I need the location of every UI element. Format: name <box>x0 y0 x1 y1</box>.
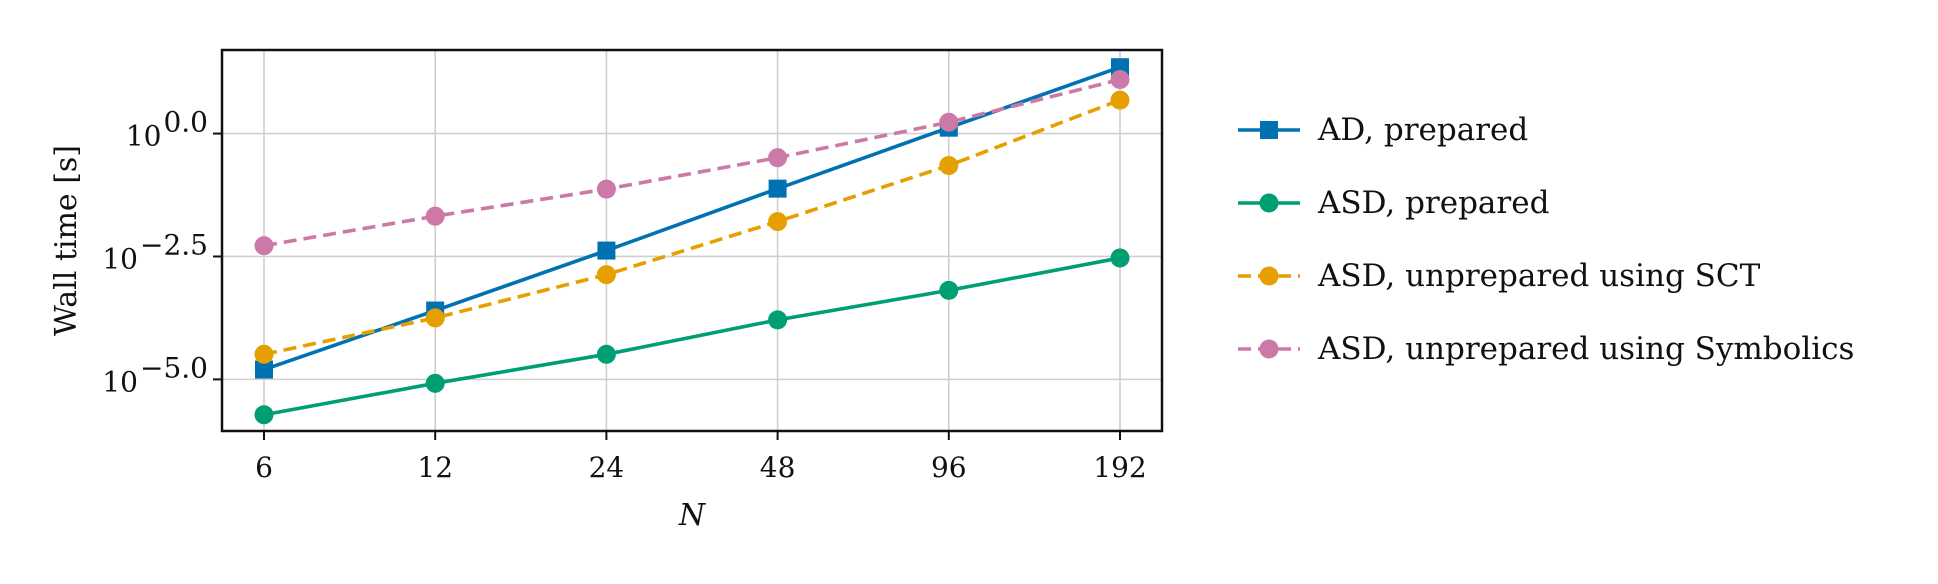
legend-item: ASD, unprepared using Symbolics <box>1238 331 1854 367</box>
data-point <box>425 373 445 393</box>
data-point <box>939 280 959 300</box>
y-tick-base: 10 <box>102 365 138 398</box>
y-tick-base: 10 <box>102 242 138 275</box>
data-point <box>768 310 788 330</box>
data-point <box>768 148 788 168</box>
legend-label: ASD, unprepared using SCT <box>1317 258 1761 294</box>
legend-swatch-marker <box>1259 266 1279 286</box>
y-tick-label: −2.510 <box>102 228 208 275</box>
data-point <box>596 179 616 199</box>
data-point <box>254 236 274 256</box>
y-tick-label: 0.010 <box>126 106 208 153</box>
series-layer <box>254 58 1130 425</box>
x-tick-label: 48 <box>760 451 796 484</box>
data-point <box>254 405 274 425</box>
data-point <box>768 212 788 232</box>
data-point <box>768 179 787 198</box>
series-line <box>263 98 1121 357</box>
legend-item: ASD, unprepared using SCT <box>1238 258 1761 294</box>
data-point <box>597 241 616 260</box>
y-axis-label: Wall time [s] <box>49 145 84 336</box>
grid <box>222 50 1162 431</box>
data-point <box>425 206 445 226</box>
series-2 <box>254 90 1130 364</box>
y-tick-label: −5.010 <box>102 351 208 398</box>
legend-swatch-marker <box>1259 339 1279 359</box>
data-point <box>939 156 959 176</box>
plot-frame <box>220 48 1164 433</box>
series-1 <box>254 248 1130 425</box>
legend: AD, prepared ASD, prepared ASD, unprepared… <box>1238 112 1854 367</box>
data-point <box>254 344 274 364</box>
legend-swatch-marker <box>1259 193 1279 213</box>
x-ticks: 6 12 24 48 96 192 <box>255 431 1147 484</box>
series-line <box>263 77 1121 248</box>
series-line <box>263 256 1121 417</box>
data-point <box>1110 248 1130 268</box>
x-axis-label: N <box>678 498 707 533</box>
data-point <box>596 344 616 364</box>
series-0 <box>255 58 1129 379</box>
data-point <box>1110 90 1130 110</box>
y-ticks: 0.010−2.510−5.010 <box>102 106 222 398</box>
x-tick-label: 6 <box>255 451 273 484</box>
data-point <box>425 308 445 328</box>
legend-label: ASD, prepared <box>1317 185 1549 221</box>
data-point <box>1110 69 1130 89</box>
legend-swatch-marker <box>1260 121 1278 139</box>
data-point <box>939 112 959 132</box>
legend-item: AD, prepared <box>1238 112 1528 148</box>
series-3 <box>254 69 1130 256</box>
legend-label: ASD, unprepared using Symbolics <box>1317 331 1854 367</box>
x-tick-label: 12 <box>417 451 453 484</box>
x-tick-label: 192 <box>1093 451 1146 484</box>
y-tick-base: 10 <box>126 120 162 153</box>
y-tick-exponent: −5.0 <box>140 351 208 384</box>
legend-item: ASD, prepared <box>1238 185 1549 221</box>
x-tick-label: 96 <box>931 451 967 484</box>
x-tick-label: 24 <box>589 451 625 484</box>
data-point <box>596 265 616 285</box>
data-point <box>255 360 273 379</box>
series-line <box>263 65 1121 372</box>
y-tick-exponent: 0.0 <box>163 106 208 139</box>
y-tick-exponent: −2.5 <box>140 228 208 261</box>
legend-label: AD, prepared <box>1317 112 1528 148</box>
